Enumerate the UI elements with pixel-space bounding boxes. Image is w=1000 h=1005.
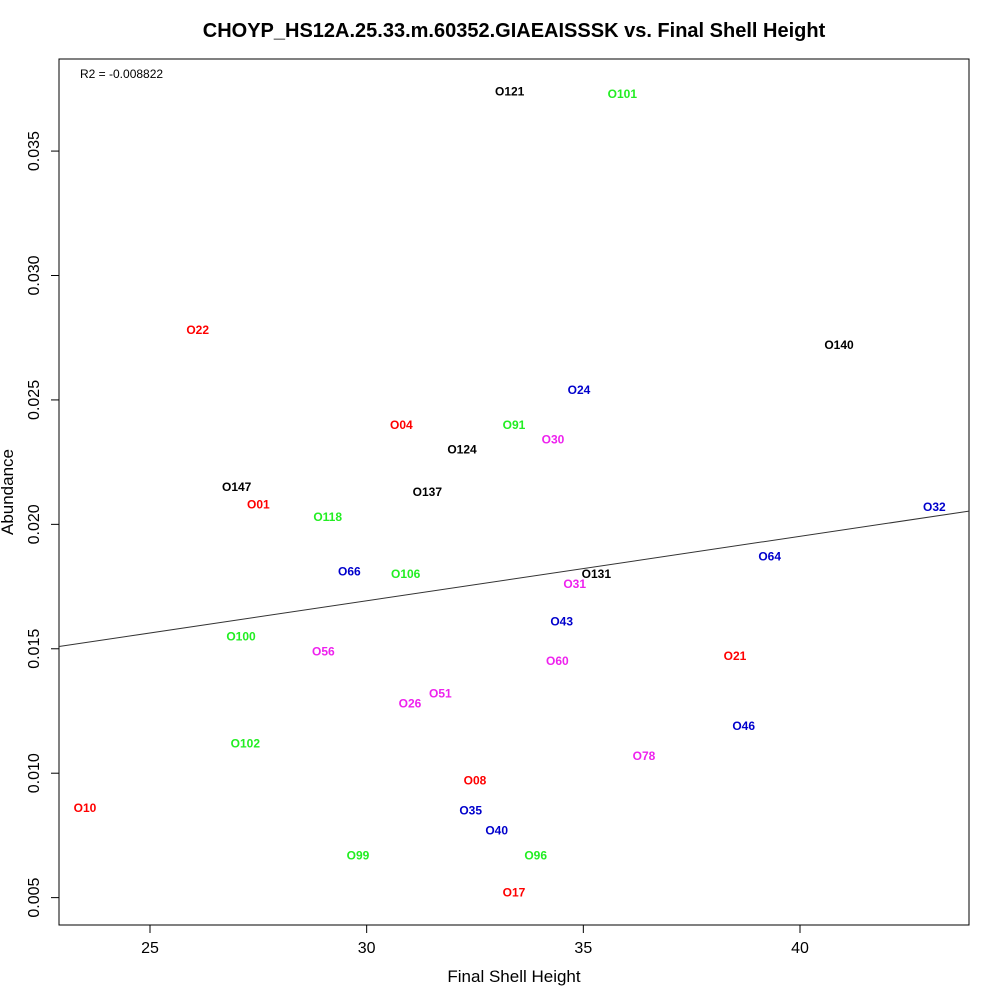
y-axis-label: Abundance — [0, 449, 17, 535]
point-O10: O10 — [74, 801, 97, 815]
point-O60: O60 — [546, 654, 569, 668]
x-tick-label: 25 — [141, 940, 159, 957]
y-axis: 0.005 0.010 0.015 0.020 0.025 0.030 0.035 — [26, 131, 60, 918]
y-tick-label: 0.025 — [26, 380, 43, 420]
point-O124: O124 — [447, 443, 477, 457]
y-tick-label: 0.010 — [26, 753, 43, 793]
point-O102: O102 — [231, 736, 261, 750]
point-O131: O131 — [582, 567, 612, 581]
point-O137: O137 — [413, 485, 443, 499]
point-O106: O106 — [391, 567, 421, 581]
point-O140: O140 — [824, 338, 854, 352]
point-O08: O08 — [464, 774, 487, 788]
point-O43: O43 — [550, 614, 573, 628]
point-O40: O40 — [485, 823, 508, 837]
point-O35: O35 — [459, 804, 482, 818]
point-O04: O04 — [390, 418, 413, 432]
point-O91: O91 — [503, 418, 526, 432]
point-O51: O51 — [429, 687, 452, 701]
point-O100: O100 — [226, 629, 256, 643]
point-O99: O99 — [347, 848, 370, 862]
y-tick-label: 0.030 — [26, 255, 43, 295]
point-O147: O147 — [222, 480, 252, 494]
point-O26: O26 — [399, 697, 422, 711]
y-tick-label: 0.005 — [26, 878, 43, 918]
point-O78: O78 — [633, 749, 656, 763]
point-O21: O21 — [724, 649, 747, 663]
chart-title: CHOYP_HS12A.25.33.m.60352.GIAEAISSSK vs.… — [203, 20, 826, 42]
point-O01: O01 — [247, 497, 270, 511]
x-tick-label: 40 — [791, 940, 809, 957]
point-O66: O66 — [338, 565, 361, 579]
x-axis-label: Final Shell Height — [447, 967, 581, 986]
y-tick-label: 0.035 — [26, 131, 43, 171]
point-O24: O24 — [568, 383, 591, 397]
point-O32: O32 — [923, 500, 946, 514]
point-O56: O56 — [312, 644, 335, 658]
r2-annotation: R2 = -0.008822 — [80, 67, 163, 81]
regression-line — [58, 510, 970, 648]
y-tick-label: 0.020 — [26, 504, 43, 544]
point-O17: O17 — [503, 886, 526, 900]
regression-layer — [58, 510, 970, 648]
point-O31: O31 — [563, 577, 586, 591]
y-tick-label: 0.015 — [26, 629, 43, 669]
point-O96: O96 — [524, 848, 547, 862]
point-O22: O22 — [186, 323, 209, 337]
x-tick-label: 30 — [358, 940, 376, 957]
points-layer: O10 O22 O01 O04 O08 O17 O21 O100 O102 O118 O99 O106… — [74, 84, 946, 899]
x-tick-label: 35 — [574, 940, 592, 957]
point-O30: O30 — [542, 433, 565, 447]
point-O46: O46 — [732, 719, 755, 733]
point-O101: O101 — [608, 87, 638, 101]
point-O121: O121 — [495, 84, 525, 98]
point-O118: O118 — [313, 510, 342, 524]
point-O64: O64 — [758, 550, 781, 564]
x-axis: 25 30 35 40 — [141, 924, 809, 957]
